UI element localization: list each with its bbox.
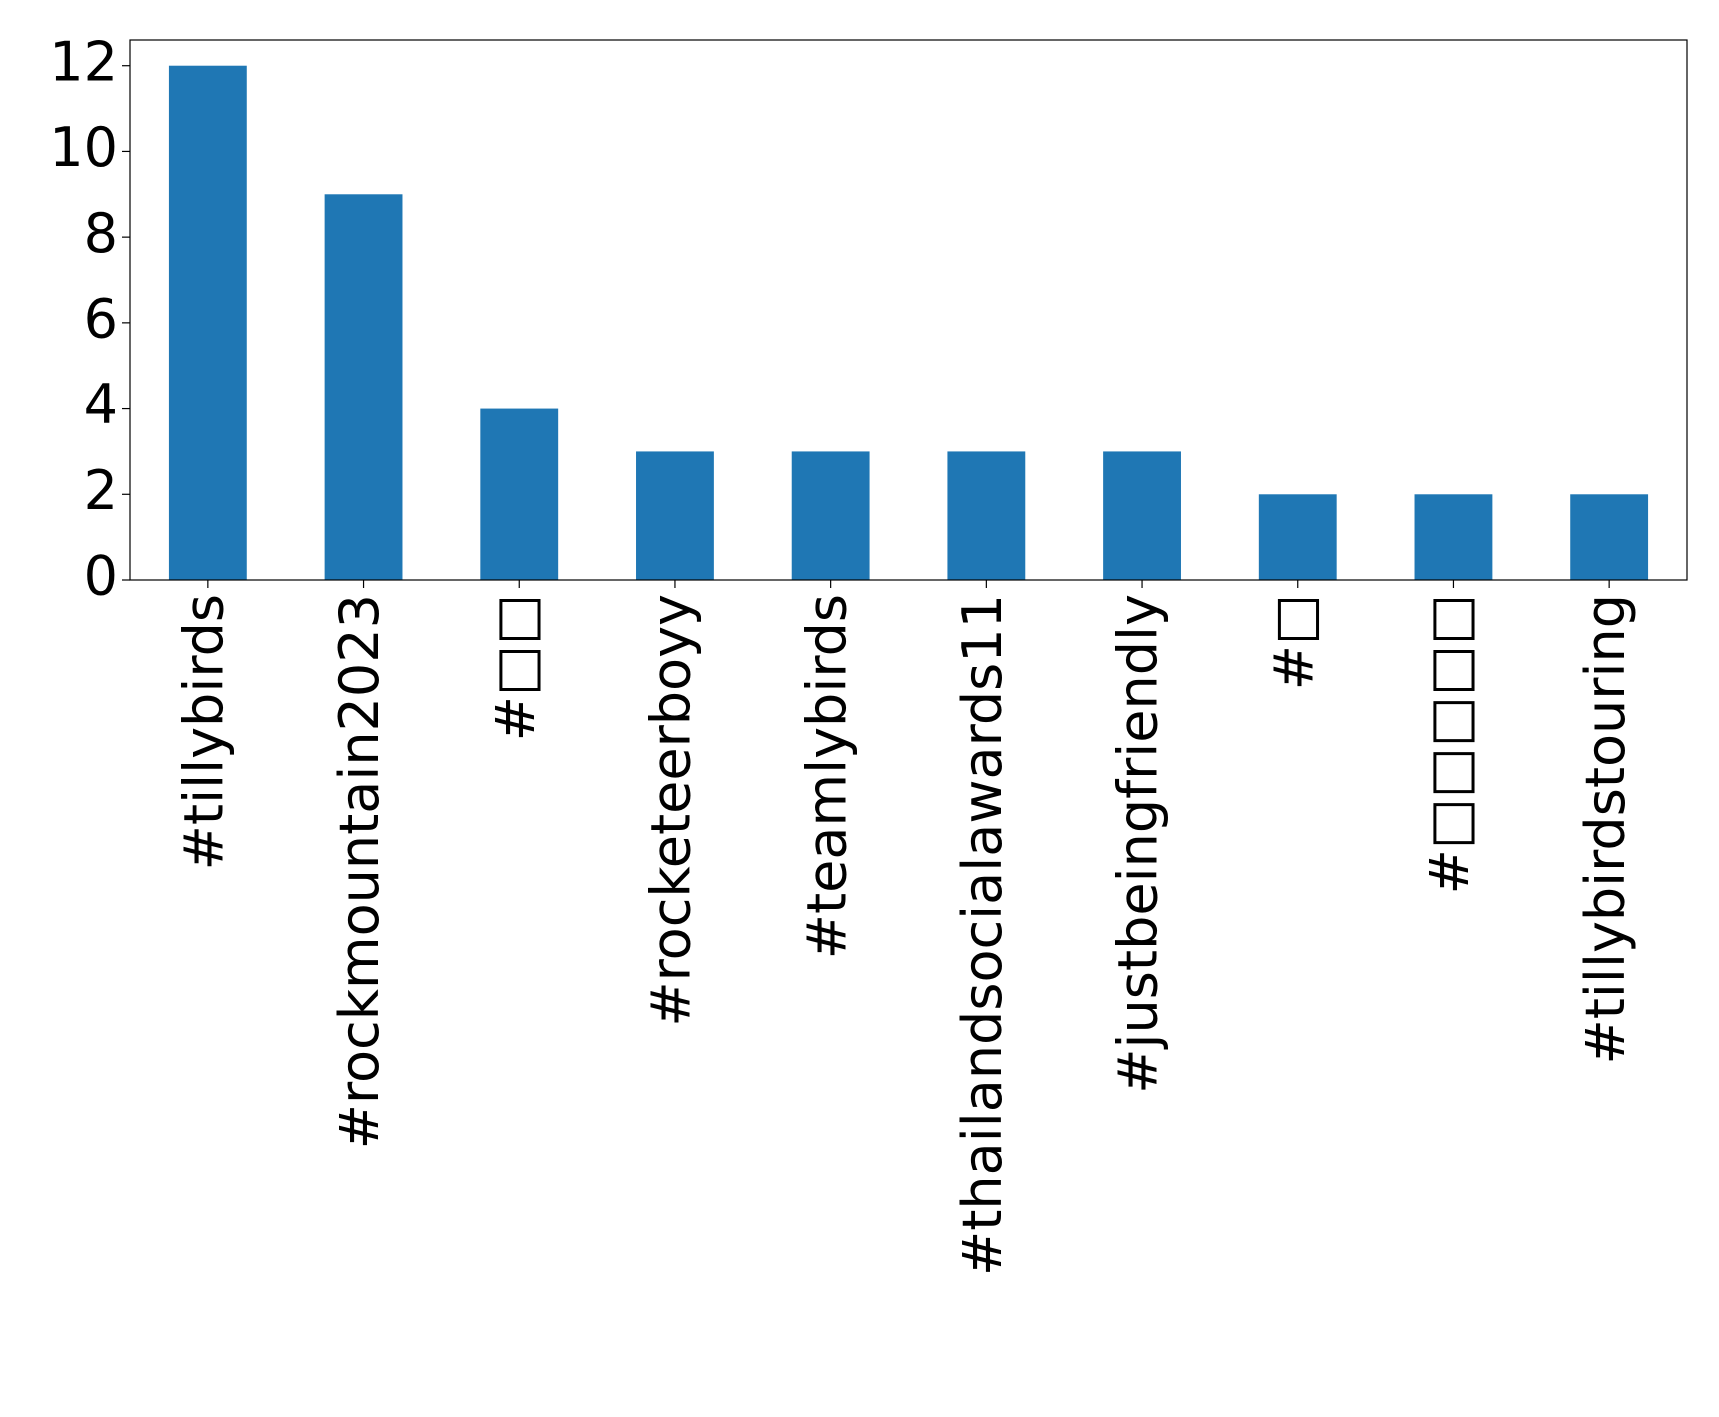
bar [168, 65, 247, 580]
bar [947, 451, 1026, 580]
x-tick-label: #tillybirdstouring [1574, 594, 1637, 1064]
y-tick-label: 2 [84, 459, 118, 522]
x-tick-label: #rocketeerboyy [640, 594, 703, 1027]
bar [1103, 451, 1181, 580]
x-tick-label: #tillybirds [172, 594, 235, 870]
x-tick-label: #rockmountain2023 [328, 594, 391, 1149]
y-tick-label: 12 [49, 30, 118, 93]
y-tick-label: 8 [84, 202, 118, 265]
x-tick-label: #□□ [484, 594, 547, 741]
plot-frame [129, 39, 1688, 581]
x-tick-label: #□□□□□ [1418, 594, 1481, 894]
y-tick-label: 6 [84, 287, 118, 350]
bar [1414, 494, 1493, 580]
y-tick-label: 0 [84, 545, 118, 608]
bar [324, 194, 403, 581]
x-tick-label: #□ [1262, 594, 1325, 690]
x-tick-label: #justbeingfriendly [1107, 594, 1170, 1094]
y-tick-label: 4 [84, 373, 118, 436]
bar [480, 408, 559, 580]
bar [791, 451, 870, 580]
y-tick-label: 10 [49, 116, 118, 179]
x-tick-label: #thailandsocialawards11 [951, 594, 1014, 1276]
bar [1570, 494, 1649, 580]
x-tick-label: #teamlybirds [795, 594, 858, 959]
bar [1258, 494, 1337, 580]
bar [636, 451, 714, 580]
